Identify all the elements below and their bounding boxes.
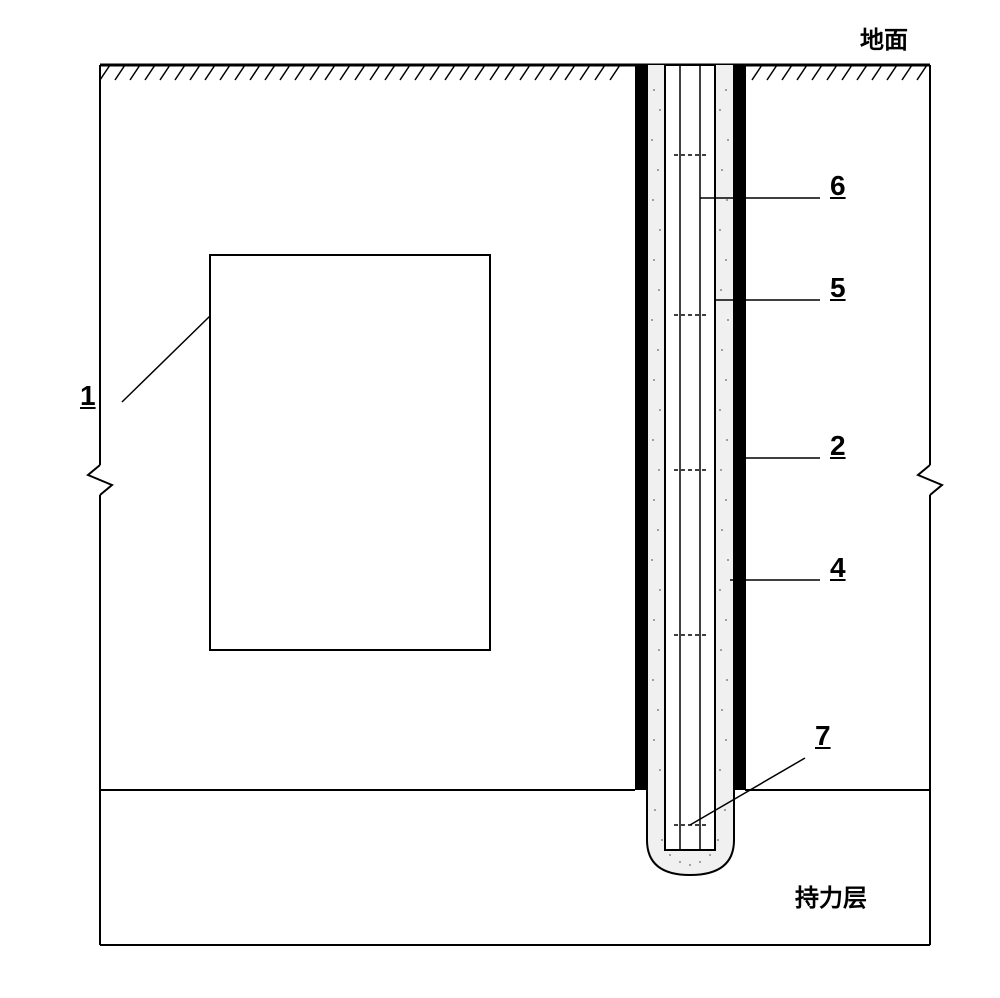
- label-6: 6: [830, 170, 846, 202]
- right-break-mark: [918, 465, 942, 495]
- square-structure: [210, 255, 490, 650]
- label-7: 7: [815, 720, 831, 752]
- pile-outer-wall-left: [635, 65, 647, 790]
- ground-label: 地面: [860, 20, 908, 55]
- ground-hatching: [100, 65, 927, 80]
- left-break-mark: [88, 465, 112, 495]
- pile-core: [665, 65, 715, 850]
- label-4: 4: [830, 552, 846, 584]
- pile-outer-wall-right: [734, 65, 746, 790]
- bearing-layer-label: 持力层: [795, 878, 867, 913]
- diagram-container: 地面 持力层 1 6 5 2 4 7: [40, 20, 960, 960]
- label-2: 2: [830, 430, 846, 462]
- diagram-svg: [40, 20, 960, 960]
- label-5: 5: [830, 272, 846, 304]
- leader-1: [122, 316, 210, 402]
- label-1: 1: [80, 380, 96, 412]
